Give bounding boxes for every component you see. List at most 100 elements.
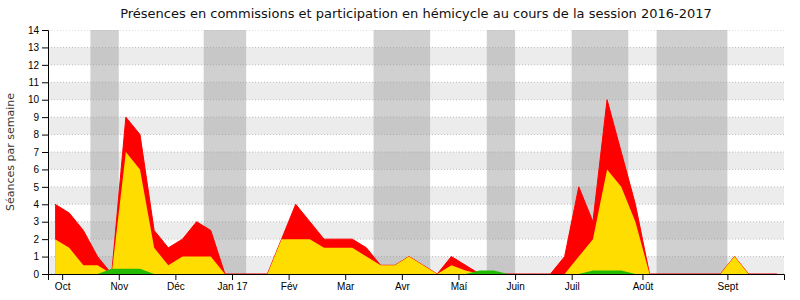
y-tick-mark xyxy=(42,204,48,205)
y-tick-mark xyxy=(42,152,48,153)
title: Présences en commissions et participatio… xyxy=(120,6,712,21)
grid-line xyxy=(48,186,784,187)
y-tick-label: 5 xyxy=(33,182,39,193)
grid-line xyxy=(48,30,784,31)
y-axis-title: Séances par semaine xyxy=(4,93,17,211)
x-tick-mark xyxy=(119,274,120,280)
x-tick-label: Mar xyxy=(337,281,355,292)
x-tick-label: Fév xyxy=(281,281,298,292)
y-tick: 1 xyxy=(33,251,48,262)
x-tick-label: Nov xyxy=(110,281,128,292)
grid-line xyxy=(48,169,784,170)
y-tick: 9 xyxy=(33,112,48,123)
y-tick-label: 3 xyxy=(33,216,39,227)
y-tick: 7 xyxy=(33,147,48,158)
y-tick-label: 13 xyxy=(28,42,40,53)
x-tick: Juin xyxy=(506,274,524,292)
y-tick: 2 xyxy=(33,234,48,245)
y-tick-label: 4 xyxy=(33,199,39,210)
x-tick: Oct xyxy=(55,274,71,292)
y-tick-mark xyxy=(42,187,48,188)
y-tick-label: 2 xyxy=(33,234,39,245)
x-tick-mark xyxy=(515,274,516,280)
x-axis-line xyxy=(49,275,785,281)
y-tick: 0 xyxy=(33,269,48,280)
x-tick-mark xyxy=(175,274,176,280)
x-tick: Sept xyxy=(718,274,739,292)
x-tick-label: Juil xyxy=(565,281,580,292)
grid-line xyxy=(48,221,784,222)
y-tick: 5 xyxy=(33,182,48,193)
y-tick: 11 xyxy=(29,77,48,88)
y-tick: 6 xyxy=(33,164,48,175)
x-tick-mark xyxy=(232,274,233,280)
y-tick-label: 9 xyxy=(33,112,39,123)
x-tick-label: Avr xyxy=(395,281,410,292)
x-tick-label: Déc xyxy=(167,281,185,292)
y-tick-label: 7 xyxy=(33,147,39,158)
y-tick-mark xyxy=(42,222,48,223)
area xyxy=(55,100,777,274)
y-tick-mark xyxy=(42,82,48,83)
y-tick-label: 1 xyxy=(33,251,39,262)
x-tick-mark xyxy=(642,274,643,280)
x-tick-mark xyxy=(345,274,346,280)
y-tick: 8 xyxy=(33,129,48,140)
y-tick-mark xyxy=(42,274,48,275)
y-tick-label: 12 xyxy=(28,60,40,71)
y-tick-mark xyxy=(42,239,48,240)
grid-line xyxy=(48,152,784,153)
y-tick-mark xyxy=(42,100,48,101)
x-tick-label: Août xyxy=(633,281,654,292)
y-tick-mark xyxy=(42,47,48,48)
y-tick-label: 11 xyxy=(29,77,40,88)
x-tick: Nov xyxy=(110,274,128,292)
y-tick-mark xyxy=(42,169,48,170)
x-tick-mark xyxy=(62,274,63,280)
x-tick-mark xyxy=(402,274,403,280)
y-tick: 10 xyxy=(28,94,48,105)
y-tick-label: 14 xyxy=(28,25,40,36)
x-tick-label: Jan 17 xyxy=(217,281,247,292)
grid-line xyxy=(48,64,784,65)
y-tick-label: 8 xyxy=(33,129,39,140)
x-tick-mark xyxy=(727,274,728,280)
grid-line xyxy=(48,82,784,83)
x-tick-label: Oct xyxy=(55,281,71,292)
y-tick-mark xyxy=(42,135,48,136)
y-tick-label: 10 xyxy=(28,94,40,105)
x-tick-mark xyxy=(289,274,290,280)
x-tick: Maí xyxy=(451,274,468,292)
shaded-band xyxy=(374,30,431,274)
grid-line xyxy=(48,204,784,205)
x-tick: Août xyxy=(633,274,654,292)
y-tick: 4 xyxy=(33,199,48,210)
x-tick: Déc xyxy=(167,274,185,292)
plot: Oct Nov Déc Jan 17 Fév Mar Avr Maí Juin Juil Août S… xyxy=(28,25,785,292)
y-axis: 01234567891011121314 xyxy=(28,25,49,280)
x-axis: Oct Nov Déc Jan 17 Fév Mar Avr Maí Juin Juil Août S… xyxy=(49,274,785,292)
y-tick-mark xyxy=(42,30,48,31)
y-tick: 3 xyxy=(33,216,48,227)
y-tick-label: 0 xyxy=(33,269,39,280)
x-tick: Mar xyxy=(337,274,355,292)
shaded-band xyxy=(657,30,728,274)
x-tick-label: Sept xyxy=(718,281,739,292)
y-tick-mark xyxy=(42,65,48,66)
x-tick: Fév xyxy=(281,274,298,292)
x-tick: Juil xyxy=(565,274,580,292)
marks xyxy=(48,30,784,274)
x-tick-mark xyxy=(572,274,573,280)
grid-line xyxy=(48,117,784,118)
grid xyxy=(48,30,784,274)
x-tick-label: Juin xyxy=(506,281,524,292)
x-tick: Jan 17 xyxy=(217,274,247,292)
chart: Oct Nov Déc Jan 17 Fév Mar Avr Maí Juin Juil Août S… xyxy=(0,0,800,300)
y-tick: 13 xyxy=(28,42,48,53)
area xyxy=(55,152,777,274)
y-tick: 14 xyxy=(28,25,48,36)
grid-line xyxy=(48,99,784,100)
area xyxy=(55,269,777,274)
y-tick-mark xyxy=(42,257,48,258)
x-tick: Avr xyxy=(395,274,410,292)
